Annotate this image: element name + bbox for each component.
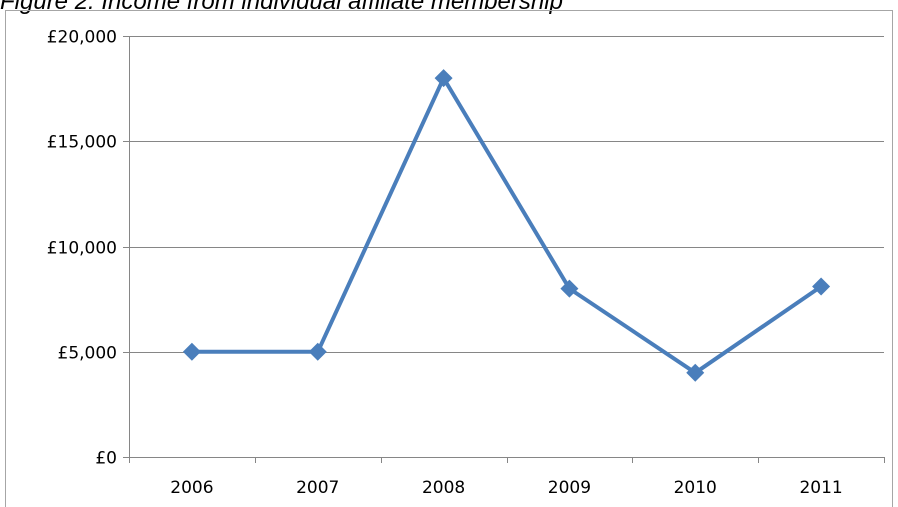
- x-tick-label: 2008: [422, 478, 465, 498]
- figure-title: Figure 2: Income from individual affilia…: [0, 0, 563, 15]
- x-tick-labels: 2006 2007 2008 2009 2010 2011: [170, 478, 842, 498]
- y-tick-label: £15,000: [47, 133, 117, 153]
- x-tick-label: 2009: [548, 478, 591, 498]
- series-line: [189, 76, 824, 375]
- y-tick-label: £0: [95, 449, 117, 469]
- series: [182, 69, 831, 382]
- data-point-marker: [686, 363, 705, 382]
- x-tick-label: 2007: [296, 478, 339, 498]
- data-point-marker: [182, 342, 201, 361]
- y-tick-labels: £0 £5,000 £10,000 £15,000 £20,000: [47, 28, 117, 469]
- x-tick-label: 2011: [799, 478, 842, 498]
- y-tick-label: £10,000: [47, 239, 117, 259]
- x-tick-label: 2006: [170, 478, 213, 498]
- y-tick-label: £5,000: [58, 344, 117, 364]
- data-point-marker: [812, 277, 831, 296]
- chart-frame: [5, 10, 893, 507]
- data-point-marker: [308, 342, 327, 361]
- axes: [123, 36, 885, 463]
- gridlines: [129, 36, 884, 353]
- x-tick-label: 2010: [674, 478, 717, 498]
- data-point-marker: [434, 69, 453, 88]
- y-tick-label: £20,000: [47, 28, 117, 48]
- data-point-marker: [560, 279, 579, 298]
